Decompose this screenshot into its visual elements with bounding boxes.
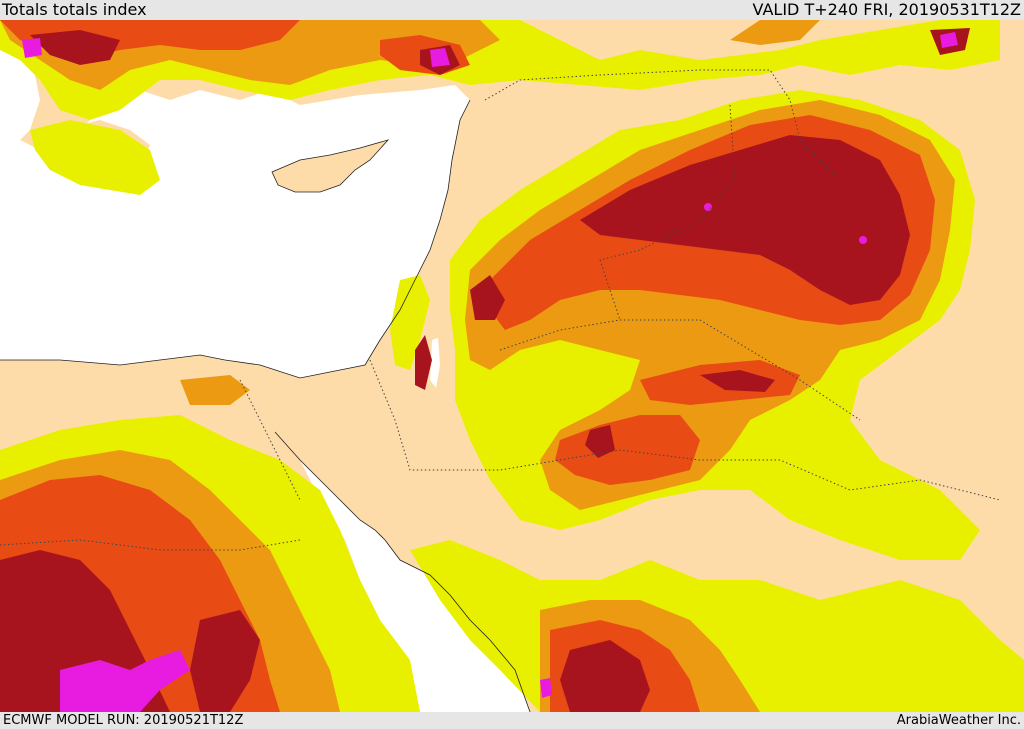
model-run-label: ECMWF MODEL RUN: 20190521T12Z <box>3 713 244 728</box>
contour-level-5 <box>22 32 958 712</box>
dead-sea <box>430 338 440 388</box>
coastlines <box>0 99 531 712</box>
credit-label: ArabiaWeather Inc. <box>896 713 1021 728</box>
weather-map <box>0 20 1024 712</box>
footer-bar: ECMWF MODEL RUN: 20190521T12Z ArabiaWeat… <box>0 712 1024 729</box>
header-bar: Totals totals index VALID T+240 FRI, 201… <box>0 0 1024 20</box>
map-canvas <box>0 20 1024 712</box>
valid-time: VALID T+240 FRI, 20190531T12Z <box>752 0 1021 19</box>
red-sea <box>275 432 530 712</box>
cyprus-island <box>272 140 388 192</box>
map-title: Totals totals index <box>2 0 147 19</box>
country-borders <box>0 69 1001 551</box>
contour-level-4 <box>0 28 970 712</box>
